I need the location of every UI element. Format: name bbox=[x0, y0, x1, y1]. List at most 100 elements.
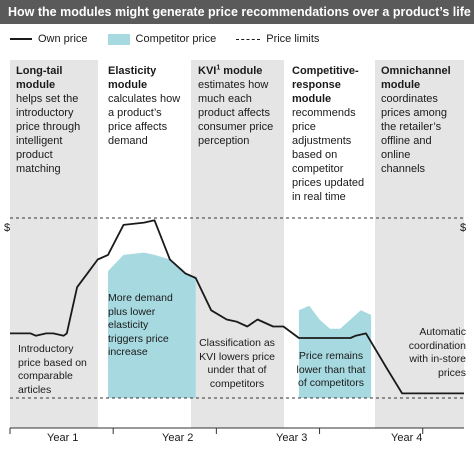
competitor-price-area bbox=[298, 305, 372, 398]
module-desc-line: online bbox=[381, 149, 411, 161]
module-desc-line: prices updated bbox=[292, 177, 365, 189]
module-desc-line: the retailer’s bbox=[381, 121, 442, 133]
module-panel bbox=[191, 60, 284, 428]
module-panels bbox=[10, 60, 464, 428]
module-desc-line: demand bbox=[108, 135, 148, 147]
legend-price-limits: Price limits bbox=[236, 33, 319, 45]
module-elasticity: Elasticity module calculates how a produ… bbox=[108, 64, 180, 148]
module-desc-line: price through bbox=[16, 121, 81, 133]
annotation-line: Price remains bbox=[298, 350, 364, 362]
annotation-automatic-coordination: Automatic coordination with in-store pri… bbox=[388, 326, 466, 380]
annotation-line: Classification as bbox=[199, 337, 275, 349]
annotation-line: of competitors bbox=[298, 377, 364, 389]
annotation-line: lower than that bbox=[296, 363, 366, 376]
module-name-suffix: module bbox=[220, 65, 263, 77]
module-panel bbox=[375, 60, 464, 428]
module-desc-line: channels bbox=[381, 163, 426, 175]
legend: Own price Competitor price Price limits bbox=[10, 30, 339, 48]
annotation-line: More demand bbox=[108, 292, 173, 304]
module-elasticity-name: Elasticity module bbox=[108, 64, 180, 92]
price-limits-swatch bbox=[236, 38, 261, 40]
module-name-line: module bbox=[292, 93, 332, 105]
annotation-introductory-price: Introductory price based on comparable a… bbox=[18, 343, 87, 397]
module-desc-line: adjustments bbox=[292, 135, 352, 147]
module-desc-line: competitor bbox=[292, 163, 344, 175]
annotation-line: Introductory bbox=[18, 343, 74, 355]
module-omnichannel-name: Omnichannel module bbox=[381, 64, 451, 92]
module-competitive-response: Competitive- response module recommends … bbox=[292, 64, 364, 204]
annotation-line: price based on bbox=[18, 356, 87, 369]
x-tick-label: Year 1 bbox=[47, 432, 79, 444]
y-axis-dollar-right: $ bbox=[460, 222, 467, 234]
footnote-marker: 1 bbox=[216, 64, 221, 72]
module-desc-line: introductory bbox=[16, 107, 74, 119]
module-long-tail: Long-tail module helps set the introduct… bbox=[16, 64, 80, 176]
module-desc-line: perception bbox=[198, 135, 250, 147]
chart-title: How the modules might generate price rec… bbox=[0, 0, 474, 24]
module-name-line: Omnichannel bbox=[381, 65, 451, 77]
competitor-price-swatch bbox=[107, 33, 130, 45]
annotation-line: prices bbox=[437, 366, 466, 379]
legend-competitor-price-label: Competitor price bbox=[135, 33, 217, 45]
annotation-more-demand: More demand plus lower elasticity trigge… bbox=[108, 292, 173, 360]
legend-price-limits-label: Price limits bbox=[266, 33, 320, 45]
module-desc-line: matching bbox=[16, 163, 61, 175]
own-price-swatch bbox=[10, 38, 32, 40]
module-desc-line: a product’s bbox=[108, 107, 162, 119]
module-desc-line: price bbox=[292, 121, 316, 133]
module-desc-line: helps set the bbox=[16, 93, 79, 105]
module-long-tail-name: Long-tail module bbox=[16, 64, 80, 92]
module-competitive-response-name: Competitive- response module bbox=[292, 64, 364, 106]
module-desc-line: consumer price bbox=[198, 121, 274, 133]
annotation-line: with in-store bbox=[409, 353, 466, 365]
annotation-line: KVI lowers price bbox=[199, 350, 275, 363]
module-panel bbox=[10, 60, 98, 428]
annotation-line: articles bbox=[18, 383, 52, 396]
annotation-line: Automatic bbox=[419, 326, 466, 338]
module-kvi-name: KVI1 module bbox=[198, 64, 273, 78]
own-price-series-line bbox=[10, 219, 464, 395]
annotation-line: elasticity bbox=[108, 319, 149, 331]
module-desc-line: estimates how bbox=[198, 79, 269, 91]
x-axis bbox=[9, 427, 464, 434]
module-desc-line: offline and bbox=[381, 135, 432, 147]
annotation-line: plus lower bbox=[108, 305, 156, 318]
price-limit-lines bbox=[10, 217, 464, 399]
legend-own-price: Own price bbox=[10, 33, 88, 45]
x-tick-label: Year 3 bbox=[276, 432, 308, 444]
module-name-line: Long-tail bbox=[16, 65, 63, 77]
module-desc-line: much each bbox=[198, 93, 252, 105]
annotation-price-remains-lower: Price remains lower than that of competi… bbox=[288, 350, 374, 391]
module-desc-line: product bbox=[16, 149, 53, 161]
annotation-line: increase bbox=[108, 346, 148, 358]
legend-competitor-price: Competitor price bbox=[107, 33, 217, 45]
module-desc-line: price affects bbox=[108, 121, 168, 133]
module-omnichannel: Omnichannel module coordinates prices am… bbox=[381, 64, 451, 176]
x-tick-label: Year 4 bbox=[391, 432, 423, 444]
module-desc-line: recommends bbox=[292, 107, 356, 119]
y-axis-dollar-left: $ bbox=[4, 222, 11, 234]
x-tick-label: Year 2 bbox=[162, 432, 194, 444]
annotation-line: coordination bbox=[408, 339, 466, 352]
annotation-line: under that of bbox=[207, 364, 267, 376]
module-desc-line: in real time bbox=[292, 191, 346, 203]
module-name-line: module bbox=[381, 79, 421, 91]
annotation-line: competitors bbox=[209, 377, 265, 390]
module-desc-line: intelligent bbox=[16, 135, 63, 147]
own-price-line bbox=[10, 219, 464, 395]
competitor-price-areas bbox=[108, 252, 372, 398]
module-name-line: module bbox=[16, 79, 56, 91]
module-name-line: response bbox=[292, 79, 341, 91]
module-desc-line: coordinates bbox=[381, 93, 438, 105]
module-kvi: KVI1 module estimates how much each prod… bbox=[198, 64, 273, 148]
module-name-line: module bbox=[108, 79, 148, 91]
annotation-line: comparable bbox=[18, 370, 73, 382]
module-name-line: Competitive- bbox=[292, 65, 359, 77]
module-desc-line: calculates how bbox=[108, 93, 181, 105]
module-desc-line: based on bbox=[292, 149, 338, 161]
module-desc-line: product affects bbox=[198, 107, 270, 119]
module-desc-line: prices among bbox=[381, 107, 448, 119]
annotation-kvi-classification: Classification as KVI lowers price under… bbox=[191, 337, 283, 391]
module-name-line: Elasticity bbox=[108, 65, 157, 77]
